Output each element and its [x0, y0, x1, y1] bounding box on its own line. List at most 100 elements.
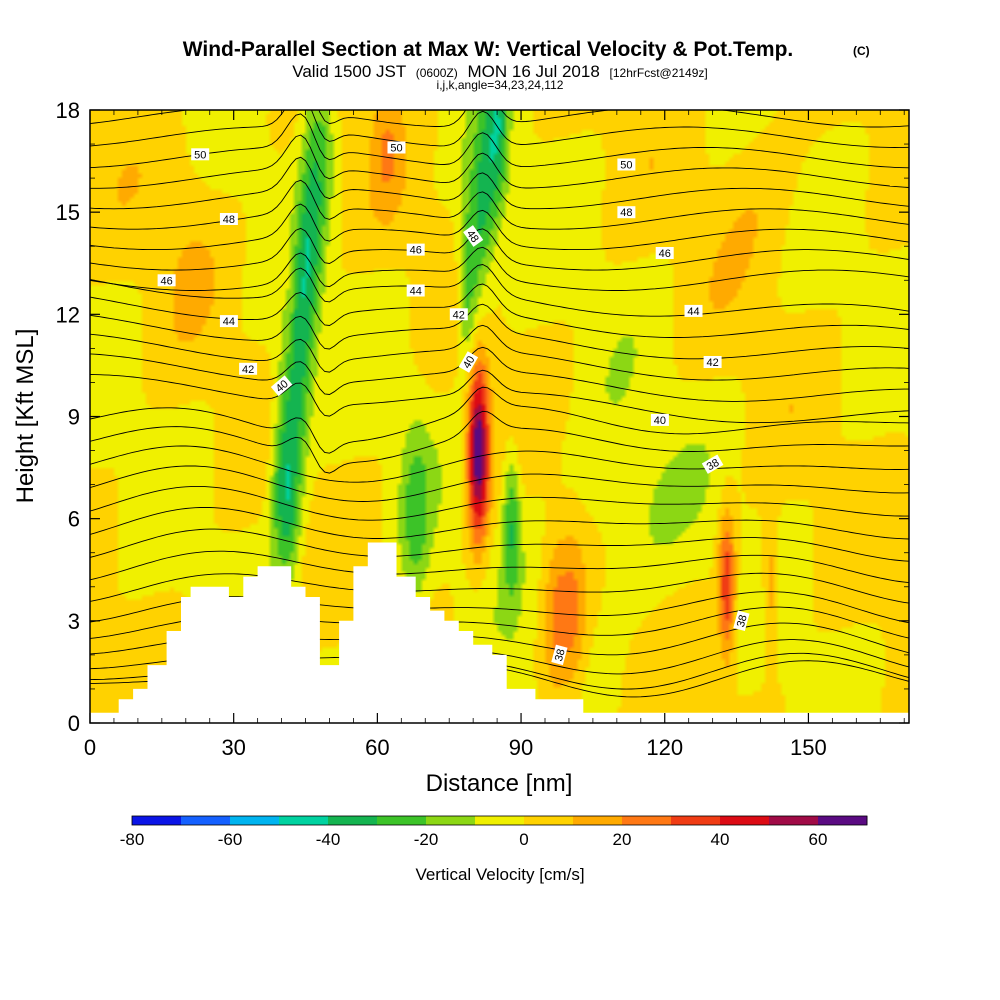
colorbar-tick-label: -60 — [218, 830, 243, 849]
contour-label: 44 — [219, 315, 238, 328]
y-tick-label: 12 — [56, 302, 80, 327]
grid-indices: i,j,k,angle=34,23,24,112 — [437, 78, 564, 92]
theta-contour — [90, 110, 909, 128]
theta-contour — [90, 528, 909, 562]
svg-text:50: 50 — [194, 149, 206, 161]
y-axis: 0 3 6 9 12 15 18 — [56, 98, 909, 736]
theta-contour — [90, 110, 909, 148]
y-tick-label: 9 — [68, 405, 80, 430]
theta-contour — [90, 572, 909, 604]
contour-label: 42 — [449, 308, 468, 321]
colorbar-segment — [573, 816, 623, 825]
colorbar-frame — [131, 815, 868, 826]
svg-text:50: 50 — [390, 143, 402, 155]
svg-text:40: 40 — [461, 354, 478, 371]
theta-contour — [90, 507, 909, 540]
colorbar: -80 -60 -40 -20 0 20 40 60 — [120, 815, 868, 849]
y-tick-label: 3 — [68, 609, 80, 634]
colorbar-segment — [181, 816, 231, 825]
valid-time-utc: (0600Z) — [416, 66, 458, 80]
svg-text:44: 44 — [410, 286, 422, 298]
x-tick-label: 60 — [365, 735, 389, 760]
contour-label: 50 — [387, 141, 406, 155]
svg-text:46: 46 — [410, 245, 422, 257]
theta-contour — [90, 550, 909, 584]
contour-label: 48 — [219, 213, 238, 226]
theta-contour — [90, 324, 909, 381]
x-axis-title: Distance [nm] — [426, 770, 573, 797]
theta-contour — [90, 445, 909, 483]
chart-title: Wind-Parallel Section at Max W: Vertical… — [183, 38, 794, 61]
contour-label: 42 — [239, 362, 258, 376]
theta-contour — [90, 227, 909, 271]
contour-label: 44 — [684, 304, 703, 318]
svg-text:38: 38 — [553, 648, 568, 663]
svg-text:44: 44 — [687, 306, 699, 318]
x-tick-label: 150 — [790, 735, 827, 760]
colorbar-segment — [377, 816, 427, 825]
colorbar-segment — [622, 816, 672, 825]
x-tick-label: 30 — [221, 735, 245, 760]
contour-label: 38 — [551, 644, 568, 666]
svg-text:48: 48 — [464, 228, 481, 245]
colorbar-tick-label: -20 — [414, 830, 439, 849]
x-axis: 0 30 60 90 120 150 — [84, 110, 905, 760]
y-tick-label: 18 — [56, 98, 80, 123]
colorbar-tick-label: 20 — [613, 830, 632, 849]
contour-label: 50 — [191, 148, 210, 161]
contour-label: 46 — [406, 243, 425, 257]
theta-contour — [90, 113, 909, 169]
theta-contour — [90, 134, 909, 189]
colorbar-segment — [769, 816, 819, 825]
theta-contour — [90, 203, 909, 251]
x-tick-label: 0 — [84, 735, 96, 760]
svg-text:40: 40 — [654, 415, 666, 427]
colorbar-segment — [279, 816, 329, 825]
y-tick-label: 6 — [68, 507, 80, 532]
colorbar-segment — [475, 816, 525, 825]
contour-label: 44 — [406, 284, 425, 298]
valid-time-local: Valid 1500 JST — [292, 62, 406, 81]
colorbar-segment — [818, 816, 868, 825]
theta-contour — [90, 264, 909, 317]
svg-text:46: 46 — [659, 248, 671, 260]
y-tick-label: 0 — [68, 711, 80, 736]
colorbar-title: Vertical Velocity [cm/s] — [415, 865, 584, 884]
svg-text:48: 48 — [223, 214, 235, 226]
chart-title-suffix: (C) — [853, 44, 870, 58]
theta-contour — [90, 485, 909, 521]
colorbar-segment — [720, 816, 770, 825]
colorbar-segment — [328, 816, 378, 825]
colorbar-segment — [426, 816, 476, 825]
colorbar-tick-label: 40 — [711, 830, 730, 849]
colorbar-segment — [132, 816, 182, 825]
x-tick-label: 90 — [509, 735, 533, 760]
valid-time-line: Valid 1500 JST (0600Z) MON 16 Jul 2018 [… — [292, 62, 708, 81]
colorbar-tick-label: 0 — [519, 830, 528, 849]
forecast-info: [12hrFcst@2149z] — [610, 66, 708, 80]
contour-label: 40 — [650, 413, 669, 427]
contour-label: 38 — [701, 454, 724, 474]
theta-contour — [90, 246, 909, 291]
svg-text:48: 48 — [620, 207, 632, 219]
contour-label: 42 — [703, 356, 722, 369]
valid-date: MON 16 Jul 2018 — [467, 62, 599, 81]
colorbar-tick-label: -80 — [120, 830, 145, 849]
svg-text:38: 38 — [705, 457, 722, 474]
svg-text:42: 42 — [706, 357, 718, 369]
contour-label: 40 — [458, 351, 479, 373]
contour-label: 46 — [157, 274, 176, 287]
colorbar-tick-label: 60 — [809, 830, 828, 849]
theta-contour — [90, 156, 909, 210]
contour-label: 50 — [617, 158, 636, 172]
contour-label: 48 — [617, 206, 636, 219]
colorbar-tick-label: -40 — [316, 830, 341, 849]
contour-label: 48 — [463, 225, 484, 247]
svg-text:42: 42 — [242, 364, 254, 376]
theta-contour — [90, 346, 909, 402]
terrain-mask — [90, 542, 909, 723]
svg-text:46: 46 — [160, 275, 172, 287]
colorbar-segment — [230, 816, 280, 825]
